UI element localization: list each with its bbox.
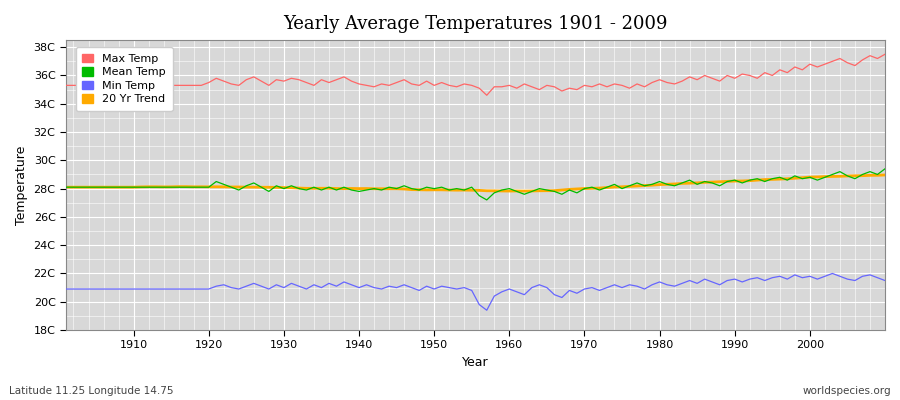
- Max Temp: [647, 80, 658, 85]
- 20 Yr Trend: [436, 188, 447, 192]
- 20 Yr Trend: [459, 188, 470, 192]
- Max Temp: [879, 52, 890, 57]
- 20 Yr Trend: [834, 174, 845, 179]
- 20 Yr Trend: [865, 173, 876, 178]
- Line: Mean Temp: Mean Temp: [66, 169, 885, 200]
- Mean Temp: [482, 198, 492, 202]
- Text: worldspecies.org: worldspecies.org: [803, 386, 891, 396]
- Max Temp: [60, 83, 71, 88]
- Min Temp: [436, 284, 447, 288]
- Min Temp: [827, 271, 838, 276]
- Max Temp: [301, 80, 311, 85]
- Line: Min Temp: Min Temp: [66, 274, 885, 310]
- Min Temp: [842, 277, 853, 282]
- Mean Temp: [301, 188, 311, 192]
- Min Temp: [60, 287, 71, 292]
- Mean Temp: [436, 185, 447, 190]
- 20 Yr Trend: [60, 185, 71, 190]
- Max Temp: [459, 82, 470, 86]
- 20 Yr Trend: [301, 186, 311, 191]
- Min Temp: [459, 285, 470, 290]
- 20 Yr Trend: [879, 172, 890, 177]
- Min Temp: [872, 275, 883, 280]
- Y-axis label: Temperature: Temperature: [15, 145, 28, 225]
- Legend: Max Temp, Mean Temp, Min Temp, 20 Yr Trend: Max Temp, Mean Temp, Min Temp, 20 Yr Tre…: [76, 47, 173, 111]
- X-axis label: Year: Year: [463, 356, 489, 369]
- Text: Latitude 11.25 Longitude 14.75: Latitude 11.25 Longitude 14.75: [9, 386, 174, 396]
- Mean Temp: [647, 182, 658, 187]
- Mean Temp: [865, 169, 876, 174]
- Title: Yearly Average Temperatures 1901 - 2009: Yearly Average Temperatures 1901 - 2009: [284, 15, 668, 33]
- Mean Temp: [834, 169, 845, 174]
- Max Temp: [436, 80, 447, 85]
- Max Temp: [482, 93, 492, 98]
- Mean Temp: [879, 166, 890, 171]
- Min Temp: [301, 287, 311, 292]
- Max Temp: [834, 56, 845, 61]
- Mean Temp: [459, 188, 470, 192]
- Min Temp: [647, 282, 658, 287]
- Mean Temp: [60, 185, 71, 190]
- 20 Yr Trend: [647, 183, 658, 188]
- Max Temp: [865, 53, 876, 58]
- 20 Yr Trend: [519, 189, 530, 194]
- Min Temp: [482, 308, 492, 313]
- Line: 20 Yr Trend: 20 Yr Trend: [66, 175, 885, 191]
- Line: Max Temp: Max Temp: [66, 54, 885, 95]
- Min Temp: [879, 278, 890, 283]
